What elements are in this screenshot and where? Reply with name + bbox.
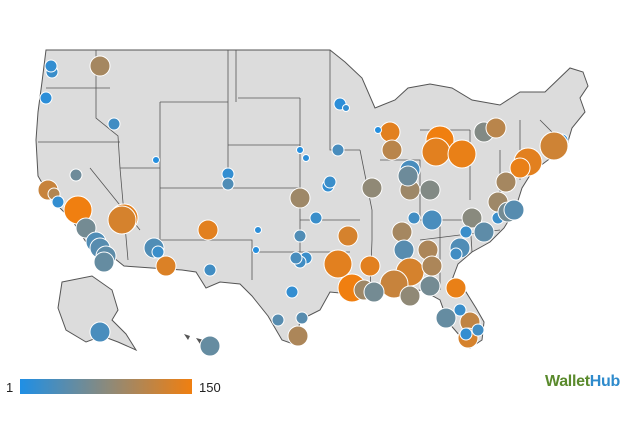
city-marker-st-pete (453, 303, 467, 317)
city-marker-tulsa (289, 187, 311, 209)
city-marker-providence (539, 131, 569, 161)
city-marker-louisville (421, 209, 443, 231)
city-marker-lincoln (296, 146, 304, 154)
logo-wallet-text: Wallet (545, 373, 590, 390)
city-marker-montgomery (421, 255, 443, 277)
city-marker-san-diego (93, 251, 115, 273)
city-marker-san-jose (51, 195, 65, 209)
city-marker-little-rock (323, 249, 353, 279)
legend-min-label: 1 (6, 380, 14, 395)
city-marker-st-paul (342, 104, 350, 112)
city-marker-fort-lauderdale (471, 323, 485, 337)
city-marker-madison (374, 126, 382, 134)
city-marker-las-vegas (107, 205, 137, 235)
city-marker-st-louis (361, 177, 383, 199)
city-marker-sacramento (69, 168, 83, 182)
city-marker-amarillo (252, 246, 260, 254)
city-marker-tacoma (44, 59, 58, 73)
logo-hub-text: Hub (589, 373, 621, 390)
city-marker-austin (285, 285, 299, 299)
city-marker-lexington (407, 211, 421, 225)
city-marker-omaha (302, 154, 310, 162)
city-marker-anchorage (89, 321, 111, 343)
city-marker-el-paso (203, 263, 217, 277)
city-marker-philadelphia (495, 171, 517, 193)
city-marker-okc (309, 211, 323, 225)
city-marker-san-antonio (271, 313, 285, 327)
city-marker-nashville (391, 221, 413, 243)
city-marker-jacksonville (445, 277, 467, 299)
legend-max-label: 150 (199, 380, 221, 395)
city-marker-kc-mo (323, 175, 337, 189)
city-marker-toledo (421, 137, 451, 167)
city-marker-buffalo (485, 117, 507, 139)
city-marker-columbia (419, 275, 441, 297)
city-marker-fort-wayne (397, 165, 419, 187)
city-marker-milwaukee (379, 121, 401, 143)
city-marker-lubbock (254, 226, 262, 234)
city-marker-durham (473, 221, 495, 243)
wallethub-logo: WalletHub (545, 373, 620, 391)
city-marker-mesa (151, 245, 165, 259)
city-marker-cleveland (447, 139, 477, 169)
city-marker-hialeah (459, 327, 473, 341)
city-marker-indianapolis (419, 179, 441, 201)
city-marker-spokane (89, 55, 111, 77)
city-marker-tallahassee (399, 285, 421, 307)
city-marker-aurora (221, 177, 235, 191)
city-marker-salt-lake (152, 156, 160, 164)
legend-color-scale (20, 379, 192, 394)
city-marker-charleston (449, 247, 463, 261)
city-marker-des-moines (331, 143, 345, 157)
city-marker-corpus (287, 325, 309, 347)
city-marker-albuquerque (197, 219, 219, 241)
city-marker-charlotte (459, 225, 473, 239)
city-marker-newark (509, 157, 531, 179)
city-marker-laredo (295, 311, 309, 325)
city-marker-knoxville (393, 239, 415, 261)
city-marker-chicago (381, 139, 403, 161)
city-marker-virginia-beach (503, 199, 525, 221)
alaska-outline (57, 275, 138, 352)
city-marker-portland (39, 91, 53, 105)
city-marker-honolulu (199, 335, 221, 357)
city-marker-memphis (359, 255, 381, 277)
city-marker-orlando (435, 307, 457, 329)
city-marker-raleigh (461, 207, 483, 229)
city-marker-new-orleans (363, 281, 385, 303)
city-markers (37, 55, 569, 357)
city-marker-arlington (289, 251, 303, 265)
city-marker-boise (107, 117, 121, 131)
city-marker-wichita (293, 229, 307, 243)
city-marker-tucson (155, 255, 177, 277)
city-marker-shreveport (337, 225, 359, 247)
